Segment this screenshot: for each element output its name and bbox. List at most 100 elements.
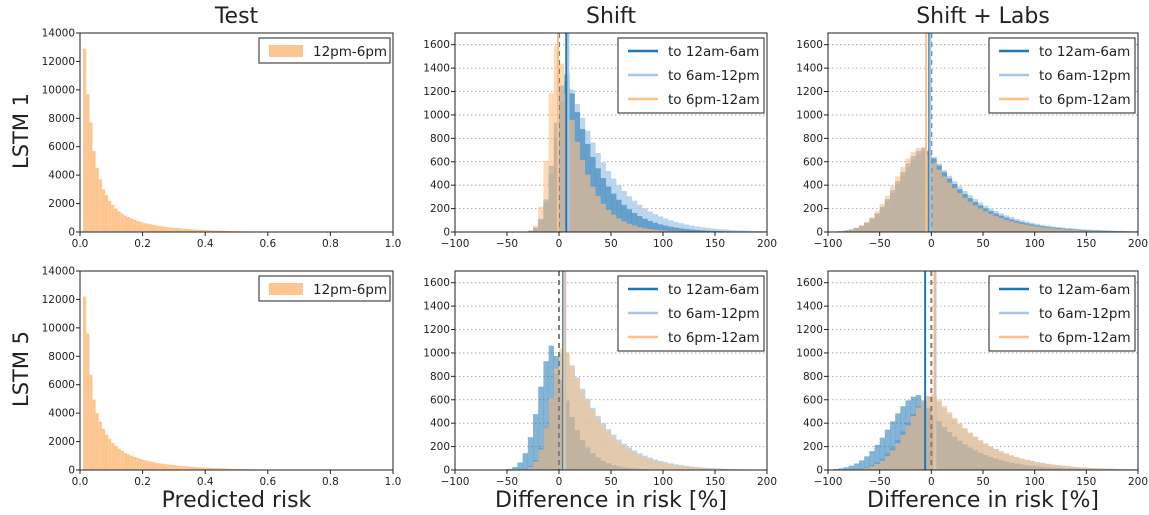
histogram-bar-to-6pm-12am: [988, 446, 994, 470]
histogram-bar-to-6pm-12am: [1065, 229, 1072, 232]
y-tick-label: 4000: [48, 408, 75, 420]
legend-label: to 6pm-12am: [1039, 330, 1131, 346]
histogram-bar: [208, 467, 212, 470]
histogram-bar-to-6pm-12am: [647, 229, 653, 232]
histogram-bar-to-6pm-12am: [895, 176, 901, 232]
histogram-bar-to-6pm-12am: [977, 208, 984, 232]
histogram-bar-to-6am-12pm: [678, 223, 684, 232]
y-tick-label: 10000: [42, 84, 75, 96]
histogram-bar-to-12am-6am: [704, 230, 710, 232]
y-tick-label: 1000: [423, 347, 450, 359]
histogram-bar-to-6pm-12am: [895, 443, 901, 470]
histogram-bar: [164, 226, 168, 232]
histogram-bar-to-6pm-12am: [972, 205, 979, 232]
histogram-bar: [158, 226, 162, 232]
histogram-bar-to-6pm-12am: [879, 460, 886, 470]
histogram-bar-to-6pm-12am: [843, 230, 849, 232]
histogram-bar-to-12am-6am: [533, 414, 539, 470]
histogram-bar-to-12am-6am: [673, 227, 679, 232]
histogram-bar: [155, 462, 159, 470]
histogram-bar: [145, 460, 149, 470]
histogram-bar-to-6pm-12am: [1086, 467, 1092, 470]
histogram-bar: [101, 428, 106, 470]
histogram-bar-to-12am-6am: [694, 229, 700, 232]
y-tick-label: 400: [803, 180, 823, 192]
histogram-bar-to-12am-6am: [621, 204, 627, 232]
histogram-bar-to-6pm-12am: [936, 399, 942, 470]
histogram-bar: [95, 168, 99, 232]
x-tick-label: −50: [496, 476, 518, 488]
histogram-bar: [192, 466, 196, 470]
histogram-bar-to-6pm-12am: [957, 423, 963, 470]
histogram-bar-to-6pm-12am: [569, 365, 575, 470]
histogram-bar: [180, 228, 184, 232]
x-tick-label: −50: [869, 476, 891, 488]
histogram-bar-to-6pm-12am: [1014, 457, 1020, 470]
x-tick-label: 0.4: [197, 476, 214, 488]
y-tick-label: 14000: [42, 28, 75, 40]
y-tick-label: 1200: [796, 324, 823, 336]
histogram-bar-to-6pm-12am: [626, 223, 632, 232]
histogram-bar-to-6pm-12am: [590, 186, 596, 232]
histogram-bar-to-6am-12pm: [694, 226, 700, 232]
legend-label: to 12am-6am: [668, 282, 759, 298]
histogram-bar-to-6am-12pm: [751, 230, 757, 232]
histogram-bar-to-12am-6am: [884, 429, 891, 470]
histogram-bar: [126, 454, 131, 470]
histogram-bar-to-6pm-12am: [890, 450, 896, 470]
x-tick-label: 1.0: [385, 238, 402, 250]
histogram-bar-to-6am-12pm: [709, 228, 716, 232]
histogram-bar: [214, 468, 218, 470]
histogram-bar: [142, 222, 146, 232]
legend-label: to 6am-12pm: [668, 68, 760, 84]
histogram-bar-to-12am-6am: [838, 468, 844, 470]
histogram-bar-to-6pm-12am: [1039, 227, 1046, 232]
histogram-bar-to-6pm-12am: [977, 440, 984, 470]
histogram-bar-to-6pm-12am: [936, 169, 942, 232]
y-tick-label: 12000: [42, 56, 75, 68]
x-tick-label: −100: [814, 238, 843, 250]
axes-frame: [79, 270, 394, 471]
histogram-bar-to-12am-6am: [853, 463, 860, 470]
histogram-bar-to-6pm-12am: [879, 203, 886, 232]
histogram-bar-to-6pm-12am: [600, 203, 606, 232]
histogram-bar-to-6pm-12am: [1034, 462, 1041, 470]
histogram-bar-to-6pm-12am: [579, 390, 586, 470]
x-tick-label: −100: [441, 238, 470, 250]
histogram-bar: [177, 228, 181, 232]
histogram-bar: [83, 48, 87, 233]
histogram-bar-to-6pm-12am: [1003, 453, 1010, 470]
histogram-bar-to-6pm-12am: [941, 176, 948, 232]
histogram-bar: [120, 450, 124, 470]
histogram-bar: [148, 224, 152, 232]
legend-label: to 12am-6am: [668, 44, 759, 60]
x-tick-label: 50: [604, 476, 617, 488]
histogram-bar-to-6pm-12am: [972, 436, 979, 470]
histogram-bar: [151, 462, 156, 470]
histogram-bar: [220, 230, 224, 232]
histogram-bar-to-6pm-12am: [1003, 219, 1010, 232]
histogram-bar-to-6pm-12am: [668, 464, 674, 470]
histogram-bar: [233, 468, 237, 470]
histogram-bar-to-6pm-12am: [905, 158, 911, 232]
histogram-bar-to-6pm-12am: [967, 201, 973, 232]
y-tick-label: 0: [443, 227, 450, 239]
histogram-bar: [227, 230, 231, 232]
histogram-bar-to-6pm-12am: [527, 467, 534, 470]
x-tick-label: 100: [653, 476, 673, 488]
histogram-bar: [86, 333, 90, 470]
histogram-bar-to-12am-6am: [517, 462, 523, 470]
histogram-bar-to-6pm-12am: [864, 221, 870, 232]
legend-label: to 6am-12pm: [1039, 68, 1131, 84]
histogram-bar-to-6pm-12am: [983, 443, 989, 470]
histogram-bar-to-6pm-12am: [859, 225, 865, 232]
histogram-bar-to-6pm-12am: [673, 465, 679, 470]
histogram-bar-to-6pm-12am: [1086, 230, 1092, 232]
histogram-bar: [139, 221, 143, 232]
y-tick-label: 0: [816, 227, 823, 239]
histogram-bar-to-6pm-12am: [647, 459, 653, 470]
legend-label: to 6am-12pm: [1039, 306, 1131, 322]
histogram-bar-to-6pm-12am: [946, 412, 953, 470]
histogram-bar-to-6pm-12am: [884, 456, 891, 470]
panel-test-lstm5: 0.0 0.2 0.4 0.6 0.8 1.0 0 2000 4000 6000 8000 10000…: [42, 266, 402, 489]
